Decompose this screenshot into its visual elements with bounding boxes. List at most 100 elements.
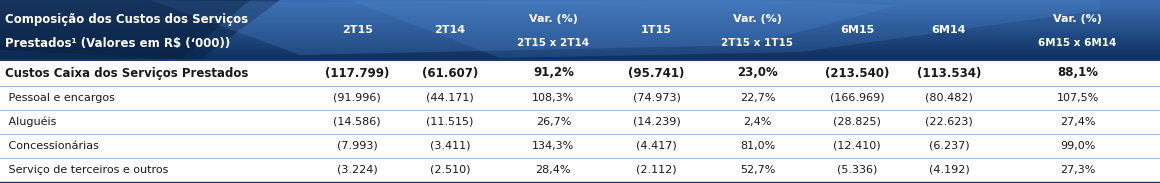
Text: 2T15: 2T15	[342, 25, 372, 35]
Text: 2T15 x 2T14: 2T15 x 2T14	[517, 38, 589, 48]
Bar	[0, 11, 1160, 12]
Bar	[0, 54, 1160, 55]
Bar	[0, 16, 1160, 17]
Bar	[0, 41, 1160, 42]
Bar	[0, 0, 1160, 1]
Text: 52,7%: 52,7%	[740, 165, 775, 175]
Polygon shape	[0, 0, 280, 60]
Bar	[0, 38, 1160, 39]
Text: (95.741): (95.741)	[629, 66, 684, 79]
Bar	[0, 3, 1160, 4]
Bar	[0, 9, 1160, 10]
Bar	[0, 50, 1160, 51]
Text: (61.607): (61.607)	[422, 66, 478, 79]
Text: Var. (%): Var. (%)	[1053, 14, 1102, 24]
Bar	[0, 13, 1160, 14]
Text: (5.336): (5.336)	[838, 165, 877, 175]
Text: Concessionárias: Concessionárias	[5, 141, 99, 151]
Text: (213.540): (213.540)	[825, 66, 890, 79]
Bar	[0, 53, 1160, 54]
Text: (14.239): (14.239)	[632, 117, 681, 127]
Text: 107,5%: 107,5%	[1057, 93, 1099, 103]
Text: (4.192): (4.192)	[928, 165, 970, 175]
Bar	[0, 40, 1160, 41]
Text: (7.993): (7.993)	[336, 141, 378, 151]
Text: (14.586): (14.586)	[333, 117, 382, 127]
Bar	[0, 51, 1160, 52]
Text: 2T15 x 1T15: 2T15 x 1T15	[722, 38, 793, 48]
Bar	[0, 10, 1160, 11]
Bar	[0, 52, 1160, 53]
Text: 99,0%: 99,0%	[1060, 141, 1095, 151]
Text: Serviço de terceiros e outros: Serviço de terceiros e outros	[5, 165, 168, 175]
Bar	[0, 18, 1160, 19]
Bar	[0, 42, 1160, 43]
Bar	[0, 43, 1160, 44]
Text: (117.799): (117.799)	[325, 66, 390, 79]
Text: Composição dos Custos dos Serviços: Composição dos Custos dos Serviços	[5, 13, 248, 26]
Text: Var. (%): Var. (%)	[529, 14, 578, 24]
Text: (3.224): (3.224)	[336, 165, 378, 175]
Bar	[0, 7, 1160, 8]
Text: (2.112): (2.112)	[636, 165, 677, 175]
Bar	[0, 28, 1160, 29]
Text: 88,1%: 88,1%	[1057, 66, 1099, 79]
Bar	[0, 17, 1160, 18]
Text: (166.969): (166.969)	[829, 93, 885, 103]
Text: 81,0%: 81,0%	[740, 141, 775, 151]
Bar	[0, 37, 1160, 38]
Polygon shape	[0, 0, 251, 60]
Text: (11.515): (11.515)	[427, 117, 473, 127]
Text: Custos Caixa dos Serviços Prestados: Custos Caixa dos Serviços Prestados	[5, 66, 248, 79]
Text: Pessoal e encargos: Pessoal e encargos	[5, 93, 115, 103]
Text: 6M15: 6M15	[840, 25, 875, 35]
Bar	[0, 35, 1160, 36]
Bar	[0, 26, 1160, 27]
Bar	[0, 31, 1160, 32]
Text: (91.996): (91.996)	[333, 93, 382, 103]
Text: 22,7%: 22,7%	[740, 93, 775, 103]
Bar	[0, 12, 1160, 13]
Text: 23,0%: 23,0%	[737, 66, 778, 79]
Text: 2T14: 2T14	[435, 25, 465, 35]
Text: 134,3%: 134,3%	[532, 141, 574, 151]
Text: Prestados¹ (Valores em R$ (‘000)): Prestados¹ (Valores em R$ (‘000))	[5, 37, 230, 50]
Bar	[0, 60, 1160, 86]
Text: (28.825): (28.825)	[833, 117, 882, 127]
Bar	[0, 24, 1160, 25]
Bar	[0, 27, 1160, 28]
Bar	[0, 32, 1160, 33]
Text: 28,4%: 28,4%	[536, 165, 571, 175]
Text: Aluguéis: Aluguéis	[5, 117, 57, 127]
Bar	[0, 56, 1160, 57]
Text: (113.534): (113.534)	[916, 66, 981, 79]
Bar	[0, 15, 1160, 16]
Text: (2.510): (2.510)	[430, 165, 470, 175]
Bar	[0, 20, 1160, 21]
Text: 27,4%: 27,4%	[1060, 117, 1095, 127]
Bar	[0, 23, 1160, 24]
Bar	[0, 46, 1160, 47]
Text: (6.237): (6.237)	[928, 141, 970, 151]
Bar	[0, 22, 1160, 23]
Bar	[0, 25, 1160, 26]
Polygon shape	[150, 0, 900, 55]
Text: 1T15: 1T15	[641, 25, 672, 35]
Text: 6M14: 6M14	[931, 25, 966, 35]
Bar	[0, 30, 1160, 31]
Bar	[0, 4, 1160, 5]
Bar	[0, 39, 1160, 40]
Text: 2,4%: 2,4%	[744, 117, 771, 127]
Text: (3.411): (3.411)	[430, 141, 470, 151]
Bar	[0, 45, 1160, 46]
Text: (22.623): (22.623)	[925, 117, 973, 127]
Bar	[0, 8, 1160, 9]
Bar	[0, 34, 1160, 35]
Bar	[0, 47, 1160, 48]
Text: 26,7%: 26,7%	[536, 117, 571, 127]
Text: (80.482): (80.482)	[925, 93, 973, 103]
Bar	[0, 33, 1160, 34]
Text: 6M15 x 6M14: 6M15 x 6M14	[1038, 38, 1117, 48]
Polygon shape	[350, 0, 1100, 58]
Bar	[0, 5, 1160, 6]
